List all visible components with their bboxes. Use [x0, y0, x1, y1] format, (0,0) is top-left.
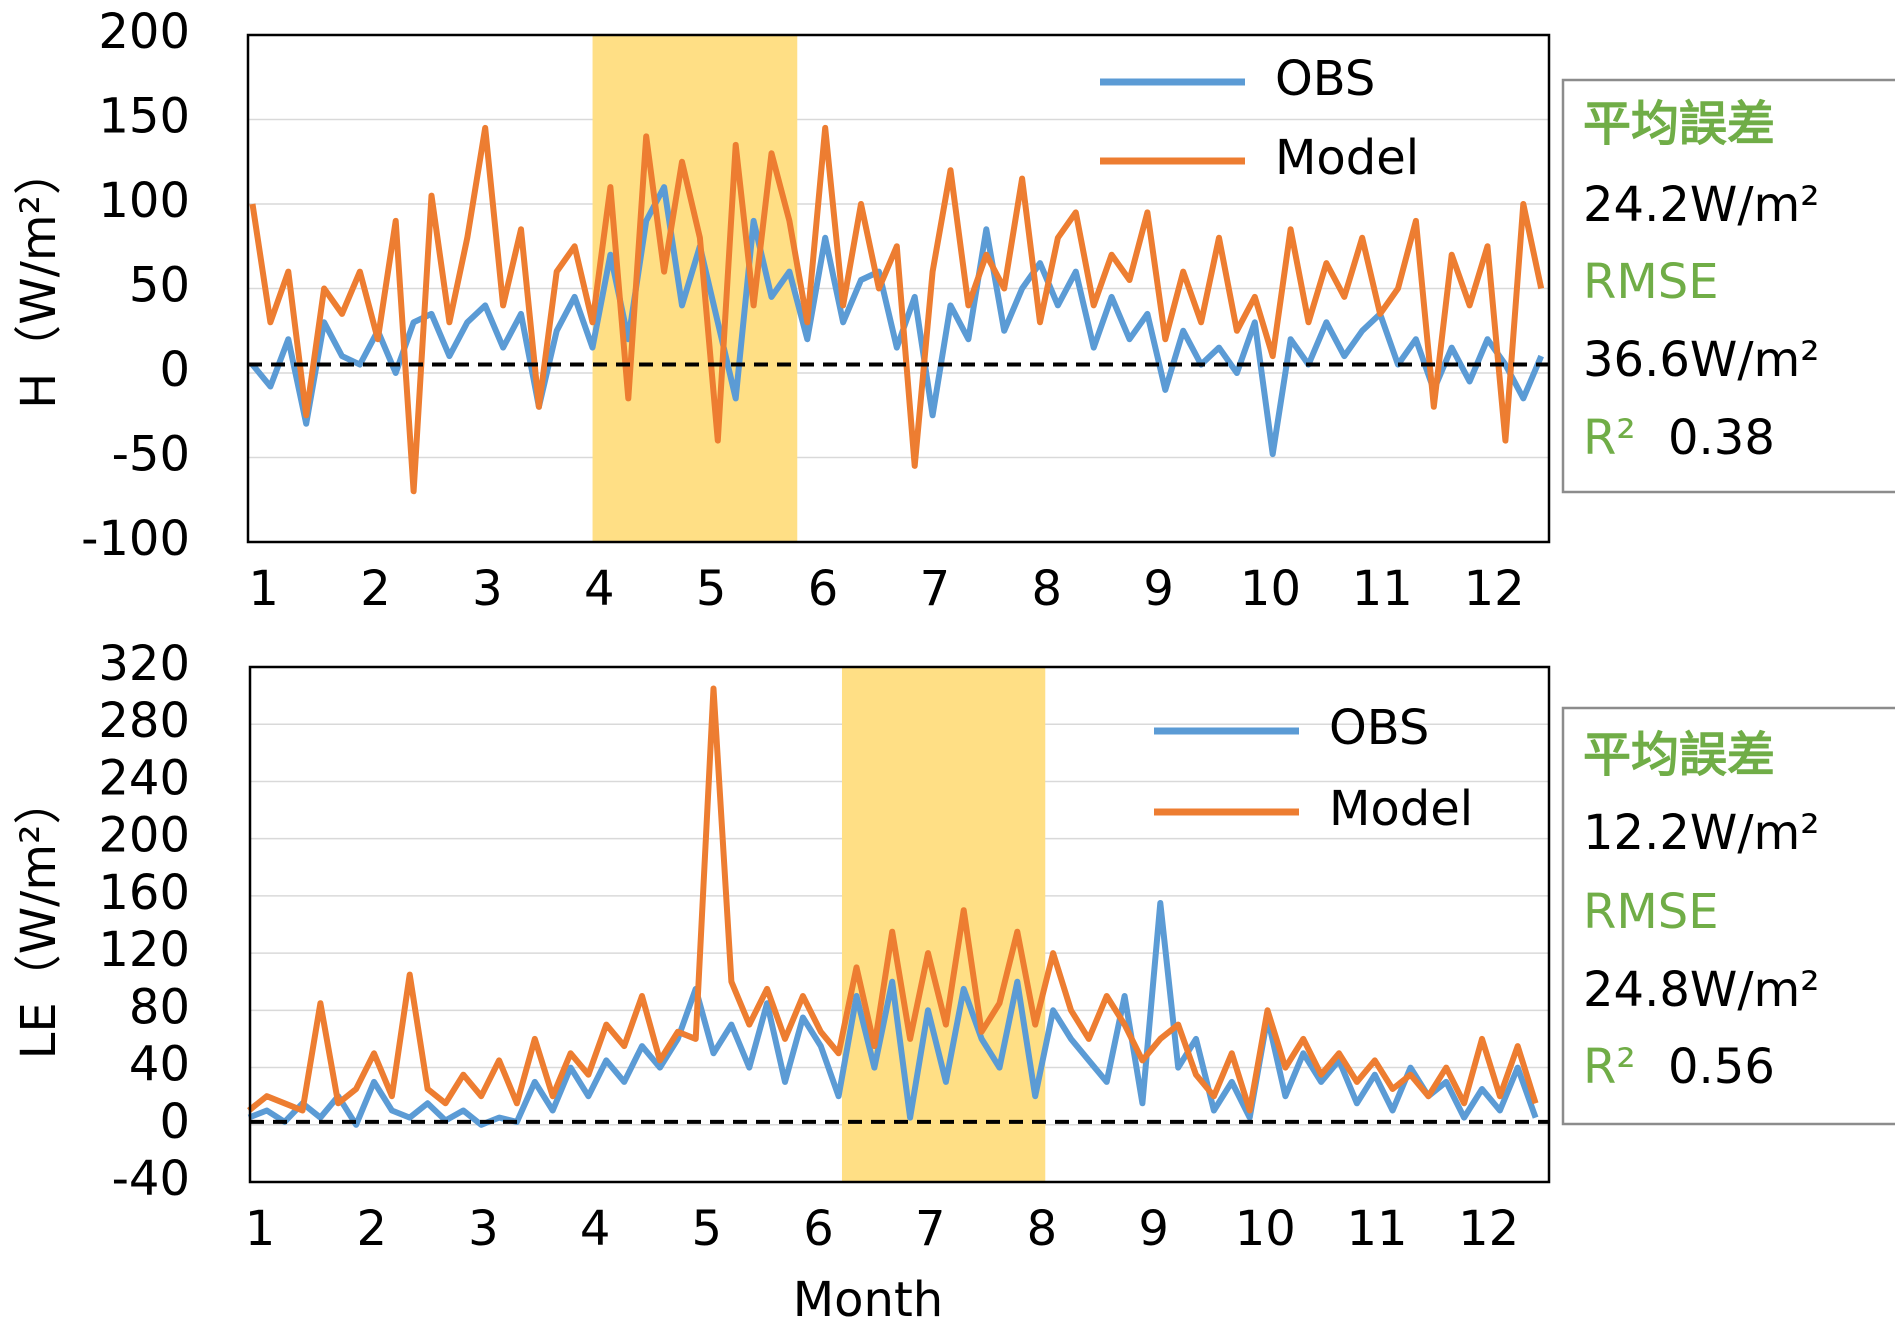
- stats-value: 0.56: [1668, 1039, 1775, 1095]
- y-tick-label: 120: [98, 922, 190, 978]
- y-tick-label: 200: [98, 808, 190, 864]
- y-tick-label: -50: [112, 427, 190, 483]
- data-line: [247, 900, 1539, 1128]
- y-tick-label: 0: [159, 342, 190, 398]
- x-tick-label: 10: [1240, 561, 1301, 617]
- x-tick-label: 6: [803, 1201, 834, 1257]
- y-tick-label: 240: [98, 750, 190, 806]
- y-tick-label: -100: [81, 511, 190, 567]
- y-tick-label: 0: [159, 1094, 190, 1150]
- x-tick-label: 3: [472, 561, 503, 617]
- stats-value: 12.2W/m²: [1583, 805, 1820, 861]
- x-tick-label: 9: [1143, 561, 1174, 617]
- x-tick-label: 9: [1138, 1201, 1169, 1257]
- y-tick-label: 150: [98, 89, 190, 145]
- y-tick-label: 320: [98, 636, 190, 692]
- stats-value: 24.2W/m²: [1583, 177, 1820, 233]
- x-tick-label: 3: [468, 1201, 499, 1257]
- plot-frame: [248, 665, 1551, 1184]
- x-tick-label: 7: [920, 561, 951, 617]
- stats-label: R²: [1583, 1039, 1636, 1095]
- stats-label: R²: [1583, 410, 1636, 466]
- data-line: [249, 124, 1545, 495]
- legend-label: OBS: [1329, 700, 1429, 756]
- x-axis-title: Month: [793, 1272, 943, 1328]
- stats-label: RMSE: [1583, 884, 1719, 940]
- x-tick-label: 4: [584, 561, 615, 617]
- legend-label: Model: [1329, 781, 1473, 837]
- y-tick-label: 200: [98, 4, 190, 60]
- x-tick-label: 12: [1458, 1201, 1519, 1257]
- plot-frame: [246, 33, 1551, 544]
- x-tick-label: 8: [1027, 1201, 1058, 1257]
- stats-box: [1561, 78, 1895, 494]
- highlight-band: [592, 35, 798, 542]
- x-tick-label: 2: [360, 561, 391, 617]
- y-tick-label: 40: [129, 1037, 190, 1093]
- stats-label: RMSE: [1583, 254, 1719, 310]
- x-tick-label: 2: [356, 1201, 387, 1257]
- legend-label: Model: [1275, 130, 1419, 186]
- x-tick-label: 10: [1235, 1201, 1296, 1257]
- y-tick-label: 80: [129, 979, 190, 1035]
- x-tick-label: 5: [692, 1201, 723, 1257]
- data-line: [250, 184, 1544, 458]
- y-tick-label: 160: [98, 865, 190, 921]
- x-tick-label: 8: [1031, 561, 1062, 617]
- x-tick-label: 6: [808, 561, 839, 617]
- x-tick-label: 1: [248, 561, 279, 617]
- x-tick-label: 5: [696, 561, 727, 617]
- x-tick-label: 11: [1346, 1201, 1407, 1257]
- x-tick-label: 11: [1352, 561, 1413, 617]
- stats-heading: 平均誤差: [1583, 727, 1775, 783]
- data-line: [247, 685, 1539, 1114]
- x-tick-label: 12: [1464, 561, 1525, 617]
- legend-label: OBS: [1275, 51, 1375, 107]
- stats-box: [1561, 706, 1895, 1126]
- y-axis-title: H（W/m²）: [11, 147, 67, 409]
- y-tick-label: -40: [112, 1151, 190, 1207]
- stats-value: 0.38: [1668, 410, 1775, 466]
- x-tick-label: 7: [915, 1201, 946, 1257]
- stats-value: 24.8W/m²: [1583, 962, 1820, 1018]
- stats-value: 36.6W/m²: [1583, 332, 1820, 388]
- x-tick-label: 1: [245, 1201, 276, 1257]
- y-tick-label: 50: [129, 258, 190, 314]
- highlight-band: [841, 667, 1046, 1182]
- y-axis-title: LE（W/m²）: [11, 777, 67, 1060]
- y-tick-label: 100: [98, 173, 190, 229]
- stats-heading: 平均誤差: [1583, 96, 1775, 152]
- x-tick-label: 4: [580, 1201, 611, 1257]
- y-tick-label: 280: [98, 693, 190, 749]
